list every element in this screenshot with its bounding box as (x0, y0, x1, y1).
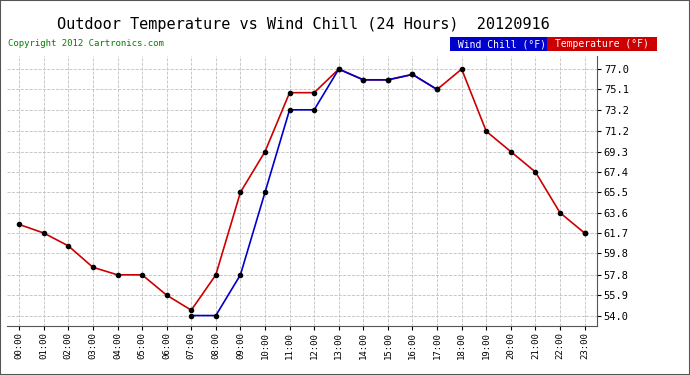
Text: Wind Chill (°F): Wind Chill (°F) (452, 39, 552, 50)
Text: Temperature (°F): Temperature (°F) (549, 39, 655, 50)
Text: Outdoor Temperature vs Wind Chill (24 Hours)  20120916: Outdoor Temperature vs Wind Chill (24 Ho… (57, 17, 550, 32)
Text: Copyright 2012 Cartronics.com: Copyright 2012 Cartronics.com (8, 39, 164, 48)
